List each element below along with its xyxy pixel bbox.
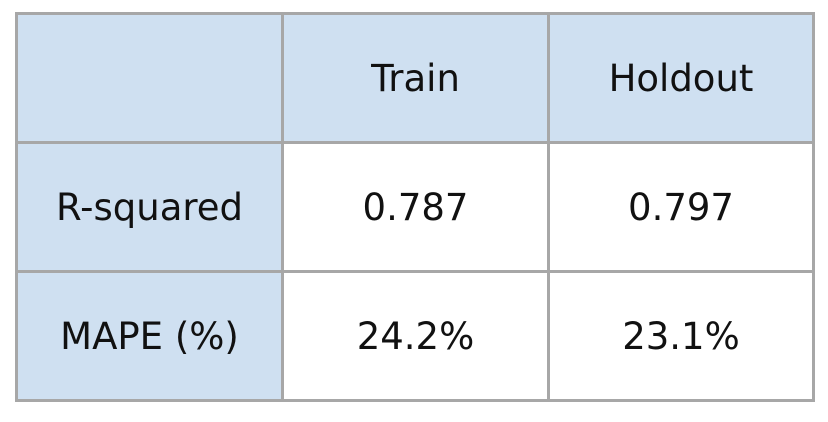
metrics-table: Train Holdout R-squared 0.787 0.797 MAPE… (15, 12, 815, 402)
table-row: MAPE (%) 24.2% 23.1% (15, 270, 815, 402)
header-holdout: Holdout (547, 12, 815, 144)
row-label-mape: MAPE (%) (15, 270, 284, 402)
row-label-r-squared: R-squared (15, 141, 284, 273)
mape-holdout-value: 23.1% (547, 270, 815, 402)
header-row: Train Holdout (15, 12, 815, 144)
header-corner-cell (15, 12, 284, 144)
header-train: Train (281, 12, 550, 144)
mape-train-value: 24.2% (281, 270, 550, 402)
r-squared-train-value: 0.787 (281, 141, 550, 273)
r-squared-holdout-value: 0.797 (547, 141, 815, 273)
table-row: R-squared 0.787 0.797 (15, 141, 815, 273)
